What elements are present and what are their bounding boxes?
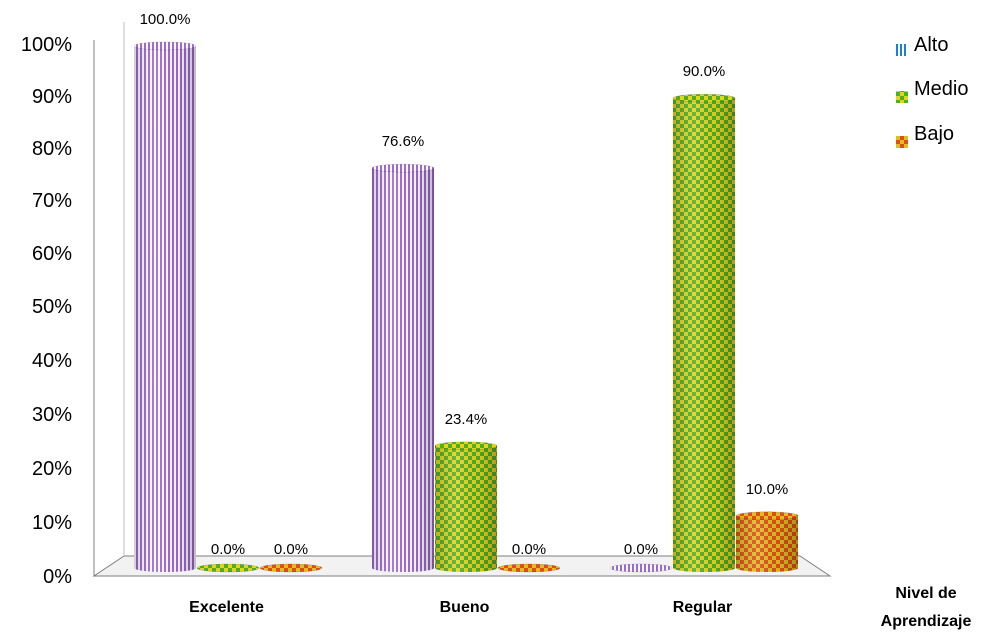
y-tick-label: 0% [43,566,72,588]
y-tick-label: 10% [32,512,72,534]
data-label-excelente-alto: 100.0% [140,11,191,28]
bar-shading [372,168,434,572]
data-label-excelente-medio: 0.0% [211,541,245,558]
bar-top [609,563,673,573]
legend: Alto Medio Bajo [896,34,968,148]
data-label-bueno-medio: 23.4% [445,411,488,428]
data-label-regular-medio: 90.0% [683,63,726,80]
data-label-bueno-alto: 76.6% [382,133,425,150]
bar-top [133,41,197,51]
category-labels: Excelente Bueno Regular [189,599,732,616]
bar-bueno-medio [434,441,498,572]
bar-regular-alto [609,563,673,573]
y-axis-ticks: 0% 10% 20% 30% 40% 50% 60% 70% 80% 90% 100% [21,34,72,588]
legend-item-medio: Medio [896,78,968,103]
bar-excelente-alto [133,41,197,572]
legend-swatch-alto [896,44,908,56]
data-label-bueno-bajo: 0.0% [512,541,546,558]
bar-top [434,441,498,451]
category-label-bueno: Bueno [440,599,490,616]
bar-excelente-bajo [259,563,323,573]
data-label-regular-alto: 0.0% [624,541,658,558]
bar-top [259,563,323,573]
category-label-regular: Regular [673,599,733,616]
y-tick-label: 70% [32,190,72,212]
bar-top [371,163,435,173]
data-label-excelente-bajo: 0.0% [274,541,308,558]
x-axis-title-line2: Aprendizaje [881,613,972,630]
legend-item-bajo: Bajo [896,123,954,148]
bar-shading [435,445,497,572]
category-label-excelente: Excelente [189,599,264,616]
legend-swatch-medio [896,91,908,103]
legend-label-bajo: Bajo [914,123,954,145]
y-tick-label: 30% [32,404,72,426]
data-label-regular-bajo: 10.0% [746,481,789,498]
bar-shading [736,515,798,572]
legend-item-alto: Alto [896,34,948,56]
y-tick-label: 90% [32,86,72,108]
y-tick-label: 40% [32,350,72,372]
legend-swatch-bajo [896,136,908,148]
legend-label-alto: Alto [914,34,948,56]
y-tick-label: 80% [32,138,72,160]
bar-top [672,93,736,103]
y-tick-label: 50% [32,296,72,318]
bar-top [735,511,799,521]
bar-bueno-bajo [497,563,561,573]
bar-bueno-alto [371,163,435,572]
bar-top [196,563,260,573]
bar-top [497,563,561,573]
bar-shading [673,98,735,572]
bar-regular-medio [672,93,736,572]
data-labels: 100.0% 0.0% 0.0% 76.6% 23.4% 0.0% 0.0% 90.0% 10.… [140,11,789,558]
x-axis-title-line1: Nivel de [895,585,956,602]
legend-label-medio: Medio [914,78,968,100]
y-tick-label: 20% [32,458,72,480]
y-tick-label: 60% [32,243,72,265]
bar-excelente-medio [196,563,260,573]
bar-shading [134,46,196,572]
bars [133,41,799,573]
y-tick-label: 100% [21,34,72,56]
bar-regular-bajo [735,511,799,572]
